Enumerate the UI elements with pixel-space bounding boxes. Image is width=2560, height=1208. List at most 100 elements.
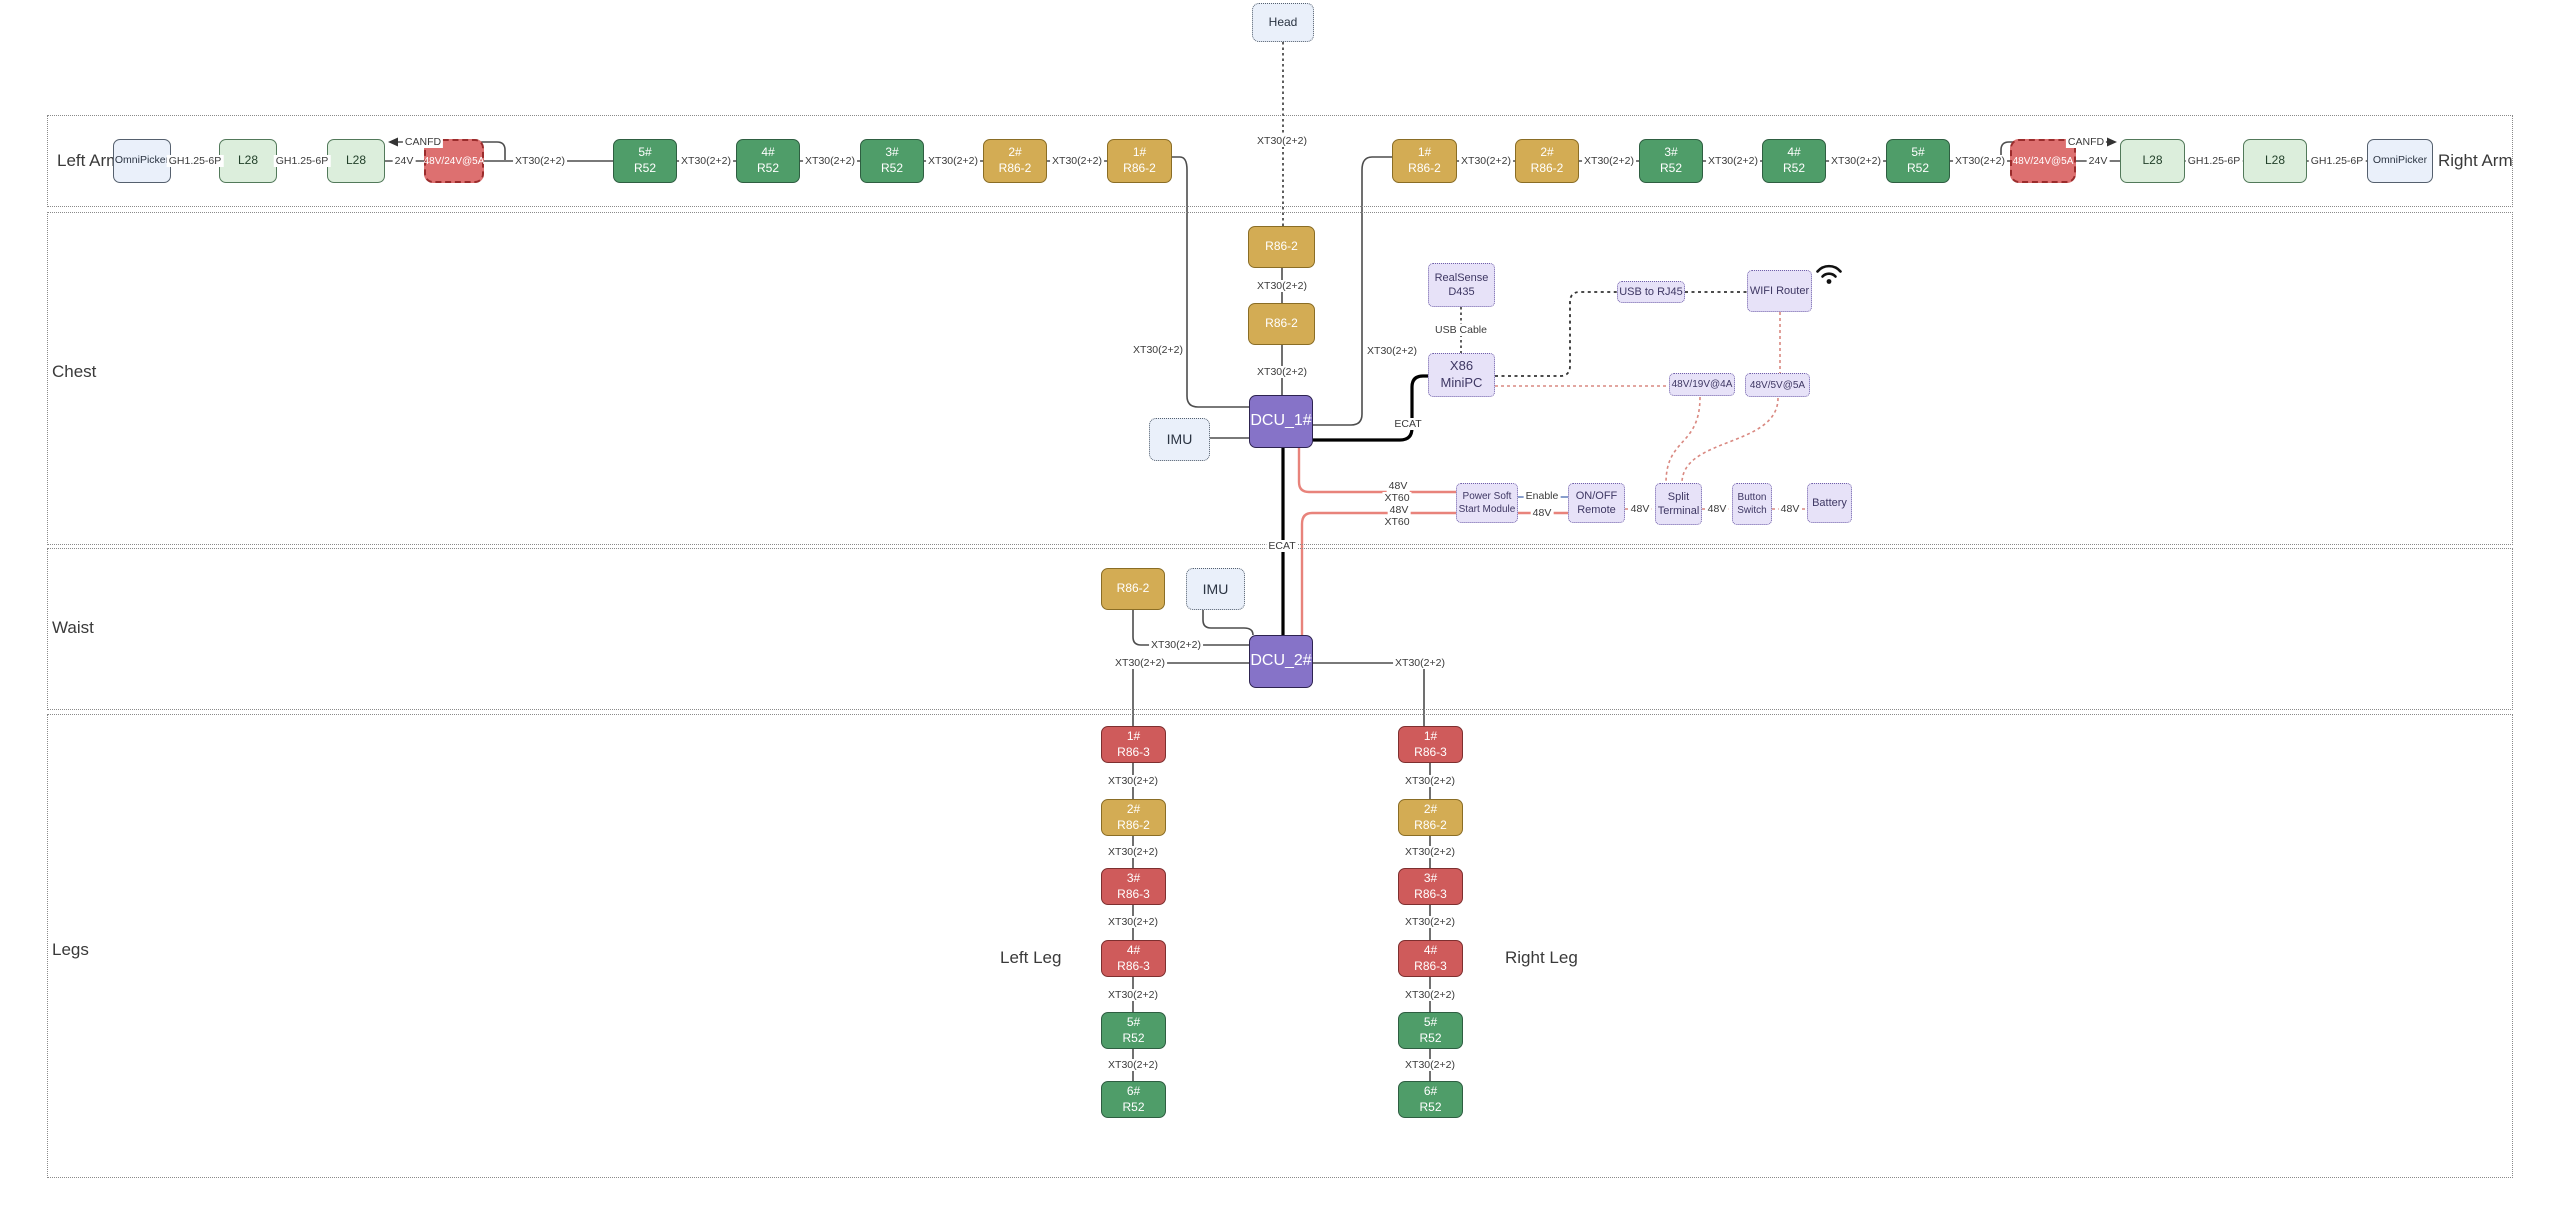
chest-r86-1: R86-2: [1248, 226, 1315, 268]
edge-label: XT30(2+2): [1113, 657, 1167, 669]
edge-label: XT30(2+2): [926, 155, 980, 167]
edge-label: XT60: [1382, 516, 1412, 528]
right-leg-1: 1# R86-3: [1398, 726, 1463, 763]
edge-label: XT30(2+2): [803, 155, 857, 167]
section-label-chest: Chest: [52, 362, 97, 381]
edge-label: XT30(2+2): [1106, 775, 1160, 787]
edge-label: 48V: [1778, 503, 1802, 515]
edge-label: GH1.25-6P: [166, 155, 224, 167]
section-label-left-arm: Left Arm: [57, 151, 121, 170]
edge-label: XT30(2+2): [1255, 135, 1309, 147]
right-arm-joint-1: 1# R86-2: [1392, 139, 1457, 183]
edge-label: ECAT: [1392, 418, 1424, 430]
wifi-icon: [1816, 264, 1842, 284]
edge-label: CANFD: [2065, 136, 2107, 148]
label-left-leg: Left Leg: [1000, 948, 1062, 967]
edge-label: 48V: [1530, 507, 1554, 519]
edge-label: 48V: [1705, 503, 1729, 515]
edge-label: GH1.25-6P: [273, 155, 331, 167]
split-terminal: Split Terminal: [1655, 483, 1702, 525]
section-arms: [47, 115, 2513, 207]
edge-label: GH1.25-6P: [2308, 155, 2366, 167]
left-leg-3: 3# R86-3: [1101, 868, 1166, 905]
section-label-legs: Legs: [52, 940, 89, 959]
right-leg-2: 2# R86-2: [1398, 799, 1463, 836]
head: Head: [1252, 3, 1314, 42]
waist-r86: R86-2: [1101, 568, 1165, 610]
x86-minipc: X86 MiniPC: [1428, 353, 1495, 397]
right-leg-3: 3# R86-3: [1398, 868, 1463, 905]
edge-label: XT30(2+2): [679, 155, 733, 167]
left-leg-2: 2# R86-2: [1101, 799, 1166, 836]
edge-label: XT30(2+2): [1149, 639, 1203, 651]
edge-label: XT30(2+2): [1050, 155, 1104, 167]
right-leg-6: 6# R52: [1398, 1081, 1463, 1118]
dcu-1: DCU_1#: [1249, 395, 1313, 448]
left-leg-1: 1# R86-3: [1101, 726, 1166, 763]
edge-label: 24V: [392, 155, 416, 167]
edge-label: 48V: [1386, 480, 1410, 492]
edge-label: XT30(2+2): [1131, 344, 1185, 356]
section-label-right-arm: Right Arm: [2438, 151, 2513, 170]
left-arm-joint-4: 4# R52: [736, 139, 800, 183]
section-legs: [47, 714, 2513, 1178]
left-arm-joint-1: 1# R86-2: [1107, 139, 1172, 183]
edge-label: XT30(2+2): [1403, 846, 1457, 858]
edge-label: XT30(2+2): [1582, 155, 1636, 167]
edge-label: XT30(2+2): [1106, 989, 1160, 1001]
onoff-remote: ON/OFF Remote: [1568, 483, 1625, 523]
edge-label: XT30(2+2): [1403, 989, 1457, 1001]
left-arm-joint-2: 2# R86-2: [983, 139, 1047, 183]
edge-label: ECAT: [1266, 540, 1298, 552]
edge-label: Enable: [1523, 490, 1561, 502]
right-arm-converter: 48V/24V@5A: [2010, 139, 2076, 183]
edge-label: 48V: [1628, 503, 1652, 515]
waist-imu: IMU: [1186, 568, 1245, 610]
edge-label: XT30(2+2): [1106, 1059, 1160, 1071]
battery: Battery: [1807, 483, 1852, 523]
left-arm-joint-5: 5# R52: [613, 139, 677, 183]
edge-label: XT30(2+2): [1459, 155, 1513, 167]
edge-label: XT30(2+2): [1106, 846, 1160, 858]
edge-label: XT30(2+2): [1106, 916, 1160, 928]
right-arm-joint-5: 5# R52: [1886, 139, 1950, 183]
left-leg-6: 6# R52: [1101, 1081, 1166, 1118]
right-arm-joint-2: 2# R86-2: [1515, 139, 1579, 183]
wifi-router: WIFI Router: [1747, 270, 1812, 312]
left-arm-l28-2: L28: [327, 139, 385, 183]
converter-19v: 48V/19V@4A: [1669, 373, 1735, 396]
edge-label: XT30(2+2): [1829, 155, 1883, 167]
edge-label: XT30(2+2): [1403, 1059, 1457, 1071]
right-arm-l28-2: L28: [2243, 139, 2307, 183]
section-label-waist: Waist: [52, 618, 94, 637]
edge-label: 24V: [2086, 155, 2110, 167]
edge-label: XT30(2+2): [1403, 775, 1457, 787]
right-arm-joint-3: 3# R52: [1639, 139, 1703, 183]
left-leg-4: 4# R86-3: [1101, 940, 1166, 977]
left-arm-joint-3: 3# R52: [860, 139, 924, 183]
edge-label: XT30(2+2): [1365, 345, 1419, 357]
right-arm-joint-4: 4# R52: [1762, 139, 1826, 183]
chest-r86-2: R86-2: [1248, 303, 1315, 345]
edge-label: 48V: [1387, 504, 1411, 516]
edge-label: USB Cable: [1433, 324, 1489, 336]
left-arm-l28-1: L28: [219, 139, 277, 183]
left-leg-5: 5# R52: [1101, 1012, 1166, 1049]
right-leg-5: 5# R52: [1398, 1012, 1463, 1049]
power-soft-start: Power Soft Start Module: [1456, 483, 1518, 523]
edge-label: XT30(2+2): [1255, 366, 1309, 378]
right-arm-omnipicker: OmniPicker: [2367, 139, 2433, 183]
right-leg-4: 4# R86-3: [1398, 940, 1463, 977]
edge-label: XT30(2+2): [1706, 155, 1760, 167]
realsense-d435: RealSense D435: [1428, 263, 1495, 307]
dcu-2: DCU_2#: [1249, 635, 1313, 688]
edge-label: GH1.25-6P: [2185, 155, 2243, 167]
edge-label: CANFD: [402, 136, 444, 148]
edge-label: XT30(2+2): [1403, 916, 1457, 928]
edge-label: XT30(2+2): [1953, 155, 2007, 167]
usb-to-rj45: USB to RJ45: [1617, 281, 1685, 303]
chest-imu: IMU: [1149, 418, 1210, 461]
edge-label: XT30(2+2): [1255, 280, 1309, 292]
left-arm-omnipicker: OmniPicker: [113, 139, 171, 183]
